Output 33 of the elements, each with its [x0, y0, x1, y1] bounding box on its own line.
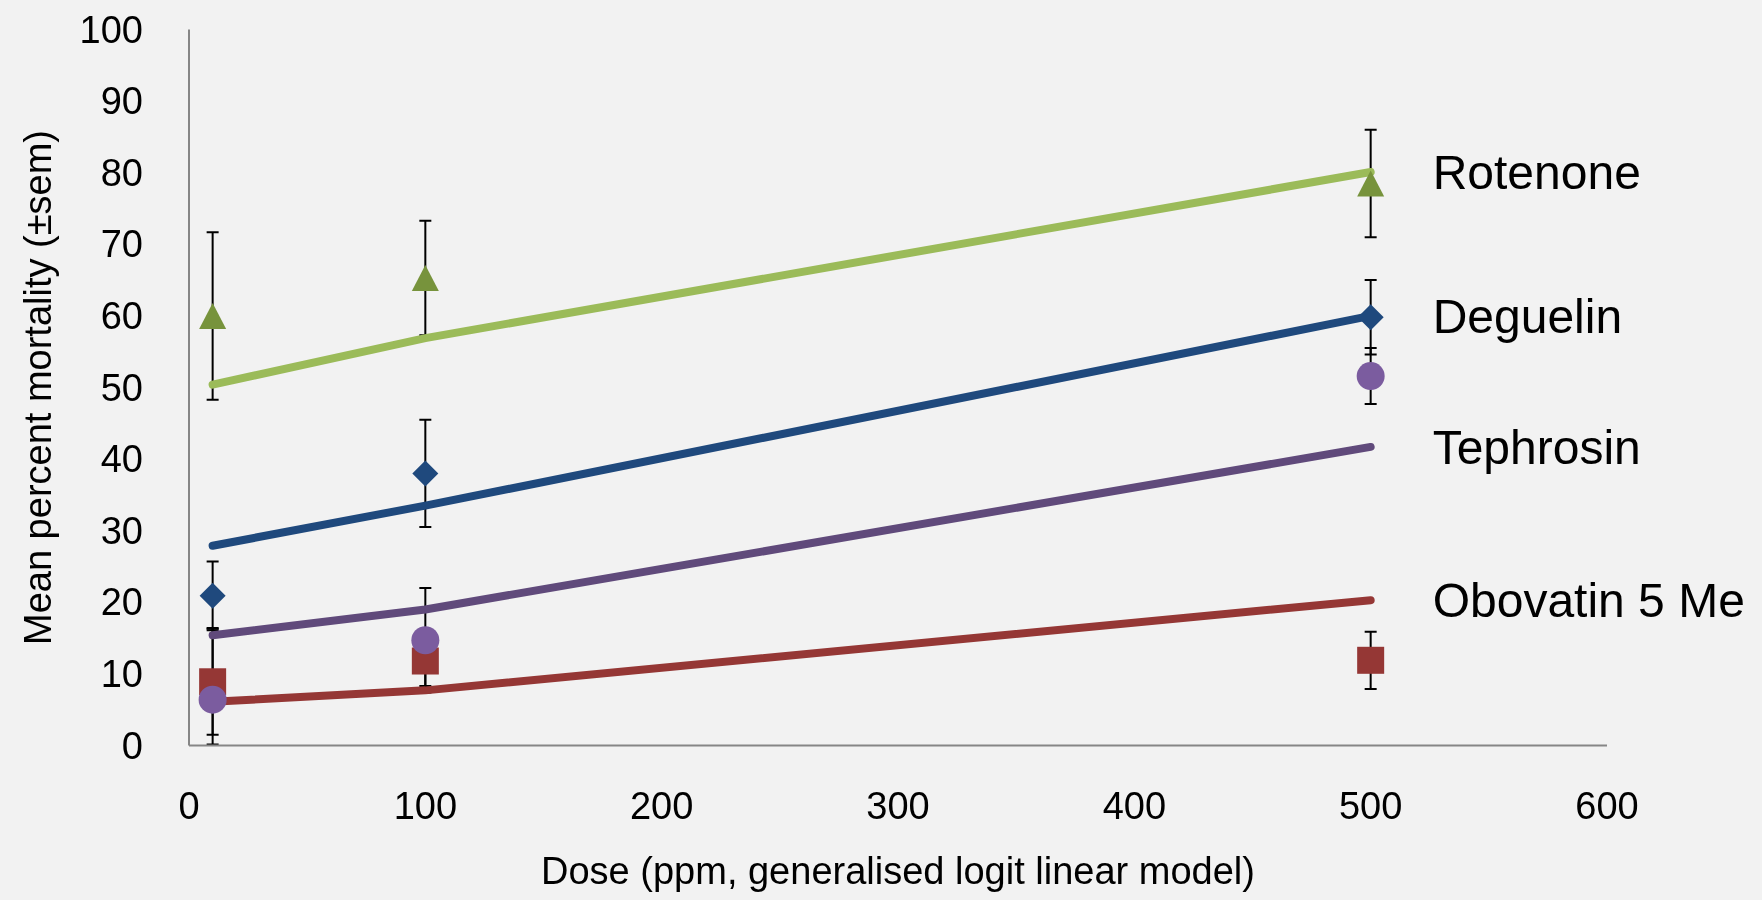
y-tick-label: 20: [100, 581, 143, 624]
x-tick-label: 100: [393, 785, 458, 827]
x-tick-label: 500: [1338, 785, 1403, 827]
y-tick-label: 50: [100, 366, 143, 409]
point: [412, 460, 439, 487]
point: [199, 582, 226, 609]
series-label: Tephrosin: [1432, 420, 1641, 474]
y-tick-label: 0: [121, 724, 143, 767]
x-tick-label: 600: [1575, 785, 1639, 827]
y-tick-label: 80: [100, 151, 143, 194]
point: [199, 302, 227, 329]
point: [411, 626, 440, 655]
x-axis-title: Dose (ppm, generalised logit linear model): [541, 850, 1255, 892]
y-tick-label: 70: [100, 223, 143, 266]
point: [1357, 646, 1385, 674]
y-axis-title: Mean percent mortality (±sem): [17, 129, 59, 646]
point: [411, 264, 439, 291]
series-label: Rotenone: [1432, 145, 1641, 199]
y-tick-label: 100: [79, 8, 143, 51]
point: [1357, 170, 1385, 197]
y-tick-label: 90: [100, 80, 143, 123]
point: [198, 685, 227, 714]
series-label: Deguelin: [1432, 289, 1623, 343]
y-tick-label: 10: [100, 652, 143, 695]
x-tick-label: 0: [178, 785, 200, 827]
point: [1356, 362, 1385, 391]
x-tick-label: 200: [629, 785, 694, 827]
x-tick-label: 300: [866, 785, 930, 827]
y-tick-label: 60: [100, 294, 143, 337]
series-label: Obovatin 5 Me: [1432, 573, 1745, 627]
y-tick-label: 40: [100, 438, 143, 481]
y-tick-label: 30: [100, 509, 143, 552]
x-tick-label: 400: [1102, 785, 1167, 827]
